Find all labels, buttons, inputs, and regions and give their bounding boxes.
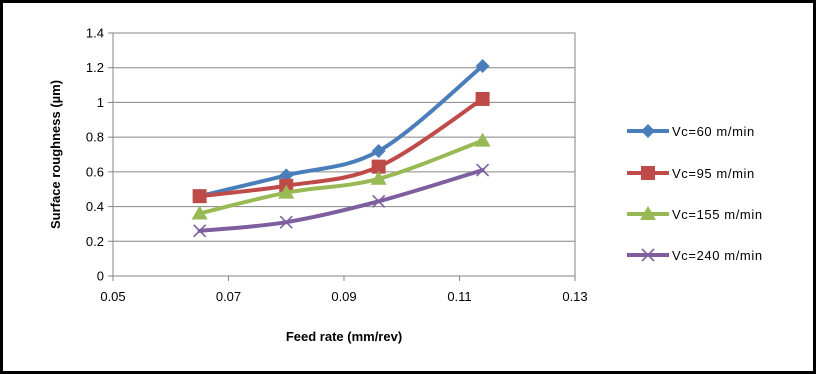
data-point (475, 91, 490, 106)
x-marker-stroke (476, 163, 490, 177)
legend-label: Vc=95 m/min (672, 166, 755, 181)
data-point (278, 184, 295, 199)
data-point (372, 194, 386, 208)
x-marker-stroke (193, 224, 207, 238)
y-tick-label: 1 (97, 95, 104, 110)
data-point (474, 132, 491, 147)
x-tick-label: 0.09 (331, 289, 356, 304)
legend-marker (640, 206, 656, 220)
legend-label: Vc=240 m/min (672, 248, 763, 263)
legend-item: Vc=155 m/min (627, 206, 763, 222)
x-marker-stroke (641, 248, 655, 262)
data-point (371, 144, 386, 159)
x-tick-label: 0.07 (216, 289, 241, 304)
legend-item: Vc=60 m/min (627, 124, 755, 139)
data-point (192, 189, 207, 204)
legend-item: Vc=95 m/min (627, 166, 755, 181)
series-line (197, 168, 485, 233)
data-point (193, 224, 207, 238)
y-tick-label: 0.2 (86, 234, 104, 249)
legend-label: Vc=60 m/min (672, 124, 755, 139)
series-line (197, 138, 485, 216)
y-axis-title: Surface roughness (µm) (48, 80, 63, 229)
series-line (197, 96, 485, 199)
y-tick-label: 0.8 (86, 130, 104, 145)
x-tick-label: 0.11 (447, 289, 471, 304)
data-point (191, 205, 208, 220)
data-point (475, 58, 490, 73)
x-tick-label: 0.05 (100, 289, 125, 304)
data-point (279, 215, 293, 229)
y-tick-label: 0.6 (86, 164, 104, 179)
y-tick-label: 0 (97, 269, 104, 284)
plot-area (112, 32, 576, 277)
legend-item: Vc=240 m/min (627, 248, 763, 263)
legend-marker (641, 166, 655, 180)
series-line (197, 63, 485, 199)
legend-label: Vc=155 m/min (672, 207, 763, 222)
x-axis-title: Feed rate (mm/rev) (286, 329, 402, 344)
legend-marker (641, 124, 655, 138)
x-tick-label: 0.13 (562, 289, 587, 304)
x-marker-stroke (372, 194, 386, 208)
y-tick-label: 1.2 (86, 60, 104, 75)
data-point (476, 163, 490, 177)
y-tick-label: 0.4 (86, 199, 104, 214)
legend-marker (641, 248, 655, 262)
y-tick-label: 1.4 (86, 26, 104, 41)
x-marker-stroke (279, 215, 293, 229)
data-point (370, 170, 387, 185)
series-3 (191, 132, 491, 220)
series-4 (193, 163, 490, 238)
legend: Vc=60 m/min Vc=95 m/min Vc=155 m/min Vc=240… (627, 124, 763, 263)
data-point (371, 159, 386, 174)
